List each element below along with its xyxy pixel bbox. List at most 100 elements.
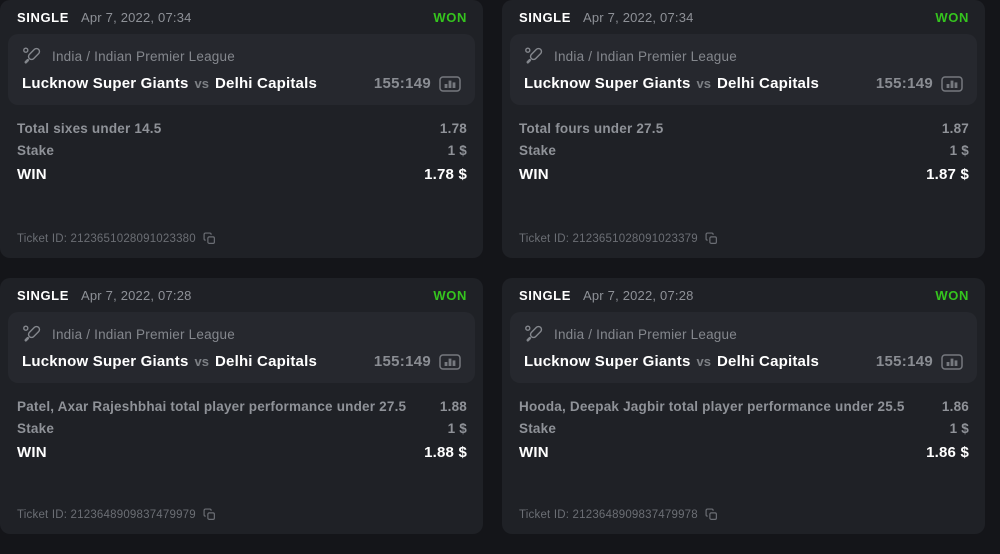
copy-icon[interactable] — [203, 232, 216, 245]
away-team-name: Delhi Capitals — [717, 75, 819, 92]
bet-market-label: Patel, Axar Rajeshbhai total player perf… — [17, 399, 407, 414]
ticket-footer: Ticket ID: 2123651028091023379 — [502, 232, 985, 258]
bet-ticket-card: SINGLE Apr 7, 2022, 07:34 WON India / In… — [502, 0, 985, 258]
bet-market-label: Total sixes under 14.5 — [17, 121, 162, 136]
win-label: WIN — [17, 444, 47, 461]
copy-icon[interactable] — [203, 508, 216, 521]
bar-chart-icon[interactable] — [941, 75, 963, 92]
status-badge: WON — [433, 288, 467, 303]
ticket-footer: Ticket ID: 2123651028091023380 — [0, 232, 483, 258]
win-row: WIN 1.88 $ — [17, 442, 467, 464]
bar-chart-icon[interactable] — [439, 75, 461, 92]
ticket-header: SINGLE Apr 7, 2022, 07:34 WON — [502, 0, 985, 31]
win-value: 1.87 $ — [926, 166, 969, 183]
stake-row: Stake 1 $ — [17, 140, 467, 162]
status-badge: WON — [935, 288, 969, 303]
bet-details: Total fours under 27.5 1.87 Stake 1 $ WI… — [502, 105, 985, 186]
win-value: 1.86 $ — [926, 444, 969, 461]
stake-value: 1 $ — [447, 421, 467, 436]
match-panel: India / Indian Premier League Lucknow Su… — [510, 34, 977, 105]
status-badge: WON — [935, 10, 969, 25]
match-panel: India / Indian Premier League Lucknow Su… — [8, 312, 475, 383]
stake-label: Stake — [519, 143, 557, 158]
teams-row: Lucknow Super Giants vs Delhi Capitals 1… — [524, 75, 963, 92]
stake-value: 1 $ — [949, 143, 969, 158]
bet-market-row: Patel, Axar Rajeshbhai total player perf… — [17, 396, 467, 418]
ticket-header: SINGLE Apr 7, 2022, 07:28 WON — [502, 278, 985, 309]
copy-icon[interactable] — [705, 508, 718, 521]
bet-odds: 1.78 — [439, 121, 467, 136]
match-panel: India / Indian Premier League Lucknow Su… — [8, 34, 475, 105]
bet-type-label: SINGLE — [17, 288, 69, 303]
win-row: WIN 1.78 $ — [17, 164, 467, 186]
league-row: India / Indian Premier League — [22, 324, 461, 344]
cricket-bat-and-ball-icon — [22, 324, 42, 344]
bet-market-row: Total fours under 27.5 1.87 — [519, 118, 969, 140]
match-score: 155:149 — [875, 75, 933, 92]
ticket-id-text: Ticket ID: 2123648909837479979 — [17, 508, 196, 521]
bet-datetime: Apr 7, 2022, 07:34 — [81, 10, 192, 25]
cricket-bat-and-ball-icon — [524, 46, 544, 66]
match-score: 155:149 — [373, 353, 431, 370]
bet-market-row: Total sixes under 14.5 1.78 — [17, 118, 467, 140]
win-row: WIN 1.87 $ — [519, 164, 969, 186]
status-badge: WON — [433, 10, 467, 25]
bar-chart-icon[interactable] — [439, 353, 461, 370]
bet-type-label: SINGLE — [519, 10, 571, 25]
win-label: WIN — [519, 166, 549, 183]
ticket-header: SINGLE Apr 7, 2022, 07:28 WON — [0, 278, 483, 309]
ticket-header: SINGLE Apr 7, 2022, 07:34 WON — [0, 0, 483, 31]
copy-icon[interactable] — [705, 232, 718, 245]
match-score: 155:149 — [875, 353, 933, 370]
stake-row: Stake 1 $ — [17, 418, 467, 440]
match-panel: India / Indian Premier League Lucknow Su… — [510, 312, 977, 383]
bet-ticket-card: SINGLE Apr 7, 2022, 07:28 WON India / In… — [502, 278, 985, 534]
vs-label: vs — [696, 76, 711, 91]
bet-details: Total sixes under 14.5 1.78 Stake 1 $ WI… — [0, 105, 483, 186]
bet-datetime: Apr 7, 2022, 07:28 — [583, 288, 694, 303]
stake-label: Stake — [17, 143, 55, 158]
away-team-name: Delhi Capitals — [717, 353, 819, 370]
win-label: WIN — [17, 166, 47, 183]
bet-type-label: SINGLE — [17, 10, 69, 25]
win-row: WIN 1.86 $ — [519, 442, 969, 464]
league-row: India / Indian Premier League — [524, 324, 963, 344]
ticket-footer: Ticket ID: 2123648909837479979 — [0, 508, 483, 534]
teams-row: Lucknow Super Giants vs Delhi Capitals 1… — [22, 75, 461, 92]
bar-chart-icon[interactable] — [941, 353, 963, 370]
bet-details: Patel, Axar Rajeshbhai total player perf… — [0, 383, 483, 464]
stake-label: Stake — [519, 421, 557, 436]
bet-ticket-card: SINGLE Apr 7, 2022, 07:28 WON India / In… — [0, 278, 483, 534]
score-wrap: 155:149 — [876, 353, 963, 370]
league-breadcrumb: India / Indian Premier League — [554, 48, 737, 64]
vs-label: vs — [696, 354, 711, 369]
win-value: 1.88 $ — [424, 444, 467, 461]
ticket-id-text: Ticket ID: 2123651028091023379 — [519, 232, 698, 245]
bet-market-label: Hooda, Deepak Jagbir total player perfor… — [519, 399, 905, 414]
league-row: India / Indian Premier League — [22, 46, 461, 66]
home-team-name: Lucknow Super Giants — [524, 75, 691, 92]
cricket-bat-and-ball-icon — [22, 46, 42, 66]
away-team-name: Delhi Capitals — [215, 353, 317, 370]
cricket-bat-and-ball-icon — [524, 324, 544, 344]
vs-label: vs — [194, 76, 209, 91]
ticket-id-text: Ticket ID: 2123648909837479978 — [519, 508, 698, 521]
league-breadcrumb: India / Indian Premier League — [52, 48, 235, 64]
score-wrap: 155:149 — [374, 353, 461, 370]
bet-ticket-card: SINGLE Apr 7, 2022, 07:34 WON India / In… — [0, 0, 483, 258]
stake-row: Stake 1 $ — [519, 140, 969, 162]
score-wrap: 155:149 — [876, 75, 963, 92]
stake-value: 1 $ — [949, 421, 969, 436]
teams-row: Lucknow Super Giants vs Delhi Capitals 1… — [22, 353, 461, 370]
stake-label: Stake — [17, 421, 55, 436]
match-score: 155:149 — [373, 75, 431, 92]
win-label: WIN — [519, 444, 549, 461]
bet-odds: 1.86 — [941, 399, 969, 414]
bet-odds: 1.88 — [439, 399, 467, 414]
stake-value: 1 $ — [447, 143, 467, 158]
bet-datetime: Apr 7, 2022, 07:28 — [81, 288, 192, 303]
home-team-name: Lucknow Super Giants — [22, 353, 189, 370]
bet-type-label: SINGLE — [519, 288, 571, 303]
teams-row: Lucknow Super Giants vs Delhi Capitals 1… — [524, 353, 963, 370]
